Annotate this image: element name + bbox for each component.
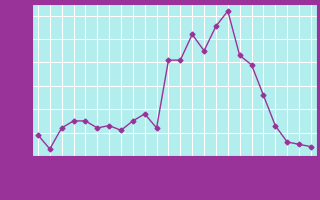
X-axis label: Windchill (Refroidissement éolien,°C): Windchill (Refroidissement éolien,°C) (59, 172, 290, 182)
